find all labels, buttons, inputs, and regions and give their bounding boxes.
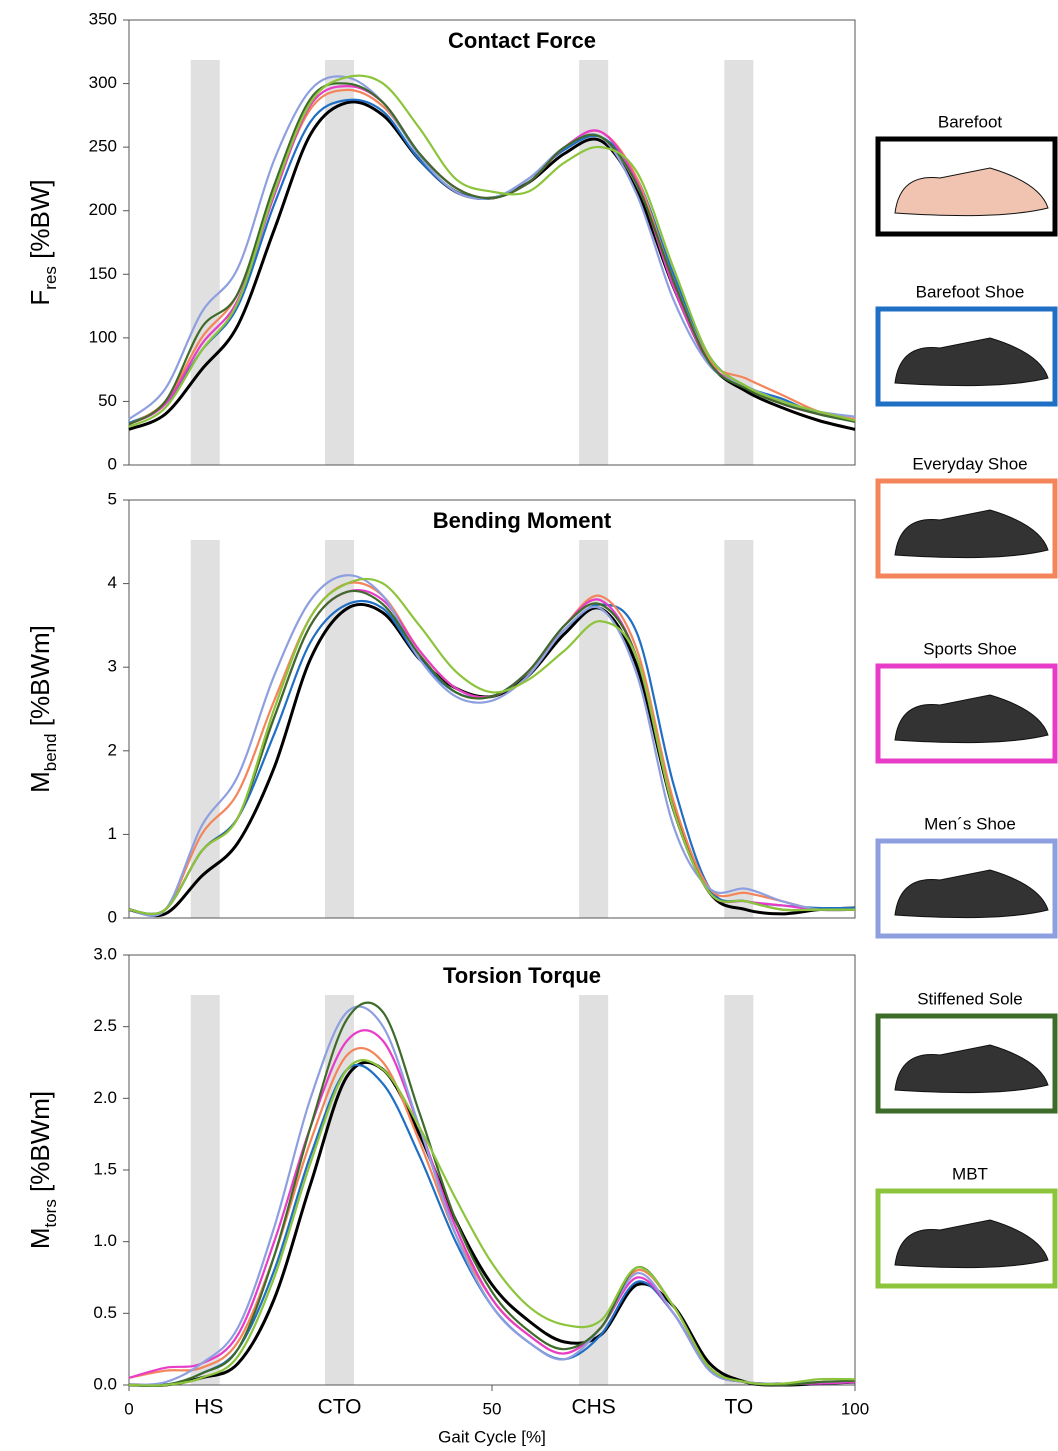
y-axis-label-unit: [%BWm] (25, 1091, 55, 1199)
x-axis-label: Gait Cycle [%] (438, 1427, 546, 1446)
y-tick-label: 5 (108, 489, 117, 508)
x-tick-label: 0 (124, 1399, 133, 1418)
y-tick-label: 50 (98, 391, 117, 410)
event-label: CTO (318, 1396, 362, 1419)
y-axis-label-unit: [%BWm] (25, 625, 55, 733)
phase-band (191, 995, 220, 1385)
figure: 050100150200250300350Contact ForceFres [… (0, 0, 1058, 1451)
y-axis-label: Mbend [%BWm] (25, 625, 60, 793)
phase-band (724, 540, 753, 918)
y-axis-label-sub: res (41, 266, 60, 290)
legend-label: MBT (952, 1164, 988, 1183)
x-tick-label: 50 (483, 1399, 502, 1418)
y-tick-label: 2.5 (93, 1016, 117, 1035)
y-tick-label: 250 (89, 137, 117, 156)
legend-label: Sports Shoe (923, 639, 1017, 658)
legend-label: Barefoot (938, 112, 1003, 131)
phase-band (325, 540, 354, 918)
legend-label: Barefoot Shoe (916, 282, 1025, 301)
y-tick-label: 1.0 (93, 1231, 117, 1250)
y-tick-label: 1.5 (93, 1159, 117, 1178)
phase-band (191, 60, 220, 465)
legend-label: Stiffened Sole (917, 989, 1023, 1008)
event-label: CHS (571, 1396, 615, 1419)
y-tick-label: 0 (108, 454, 117, 473)
y-tick-label: 0.5 (93, 1303, 117, 1322)
y-axis-label-main: M (25, 771, 55, 793)
y-tick-label: 350 (89, 9, 117, 28)
y-axis-label-unit: [%BW] (25, 179, 55, 266)
y-tick-label: 4 (108, 573, 117, 592)
y-tick-label: 150 (89, 264, 117, 283)
chart-title: Torsion Torque (443, 963, 601, 988)
y-axis-label: Fres [%BW] (25, 179, 60, 305)
y-tick-label: 2.0 (93, 1088, 117, 1107)
x-tick-label: 100 (841, 1399, 869, 1418)
y-axis-label-sub: bend (41, 733, 60, 771)
phase-band (325, 60, 354, 465)
y-tick-label: 3.0 (93, 944, 117, 963)
y-tick-label: 200 (89, 200, 117, 219)
chart-title: Bending Moment (433, 508, 612, 533)
event-label: TO (724, 1396, 753, 1419)
y-tick-label: 0 (108, 907, 117, 926)
phase-band (724, 995, 753, 1385)
y-tick-label: 1 (108, 824, 117, 843)
y-tick-label: 0.0 (93, 1374, 117, 1393)
event-label: HS (194, 1396, 223, 1419)
panel: 0 1 2 3 4 5 Bending Moment Mbend [%BWm] (25, 489, 855, 926)
chart-title: Contact Force (448, 28, 596, 53)
y-tick-label: 100 (89, 327, 117, 346)
y-tick-label: 3 (108, 657, 117, 676)
y-axis-label-main: M (25, 1228, 55, 1250)
y-tick-label: 300 (89, 73, 117, 92)
phase-band (579, 60, 608, 465)
legend-label: Men´s Shoe (924, 814, 1016, 833)
legend-label: Everyday Shoe (912, 454, 1027, 473)
y-axis-label-sub: tors (41, 1199, 60, 1227)
y-axis-label-main: F (25, 290, 55, 306)
y-axis-label: Mtors [%BWm] (25, 1091, 60, 1249)
y-tick-label: 2 (108, 740, 117, 759)
phase-band (724, 60, 753, 465)
